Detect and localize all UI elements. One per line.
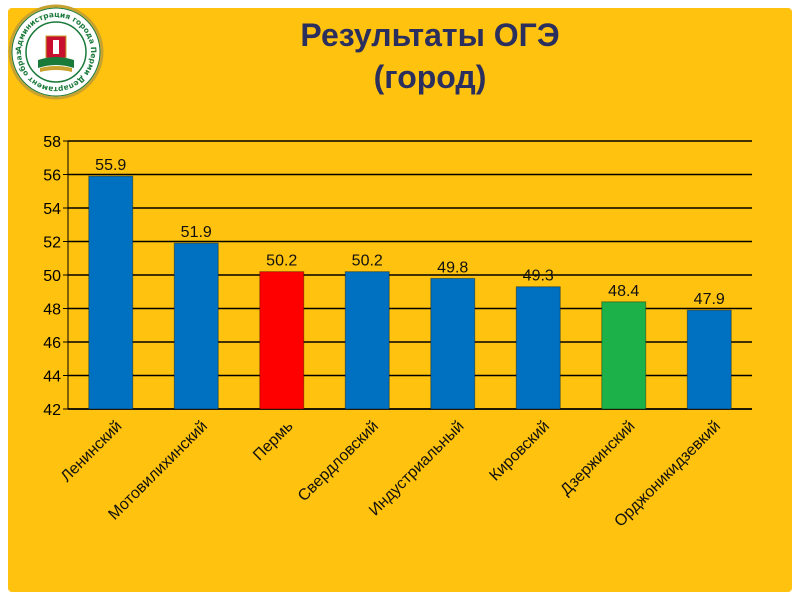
y-tick-label: 48 — [43, 302, 61, 319]
x-category-label: Кировский — [486, 418, 553, 485]
bar — [344, 271, 390, 410]
y-tick-label: 52 — [43, 235, 61, 252]
bar-value-label: 55.9 — [95, 157, 126, 174]
x-category-label: Ленинский — [58, 418, 126, 486]
y-tick-label: 58 — [43, 134, 61, 151]
bar — [430, 277, 476, 410]
bar-value-label: 49.3 — [523, 268, 554, 285]
slide-panel — [8, 8, 792, 592]
bar-value-label: 50.2 — [266, 253, 297, 270]
x-category-label: Пермь — [250, 418, 296, 464]
bar — [173, 242, 219, 410]
bar — [88, 175, 134, 410]
x-category-label: Дзержинский — [557, 418, 638, 499]
y-tick-label: 54 — [43, 201, 61, 218]
y-tick-label: 44 — [43, 369, 61, 386]
bar-value-label: 49.8 — [437, 259, 468, 276]
bar-value-label: 51.9 — [181, 224, 212, 241]
y-tick-label: 56 — [43, 168, 61, 185]
slide-title: Результаты ОГЭ (город) — [240, 14, 620, 98]
y-tick-label: 50 — [43, 268, 61, 285]
bar-value-label: 50.2 — [352, 253, 383, 270]
x-category-label: Свердловский — [295, 418, 382, 505]
x-category-label: Индустриальный — [366, 418, 467, 519]
bar-value-label: 47.9 — [694, 291, 725, 308]
bar — [259, 271, 305, 410]
bar-value-label: 48.4 — [608, 283, 639, 300]
title-line-2: (город) — [373, 59, 487, 95]
bar — [515, 286, 561, 410]
title-line-1: Результаты ОГЭ — [300, 17, 560, 53]
y-tick-label: 42 — [43, 402, 61, 419]
bar — [686, 309, 732, 410]
city-emblem-logo: Администрация города Перми Департамент о… — [6, 2, 104, 100]
y-tick-label: 46 — [43, 335, 61, 352]
bar — [601, 301, 647, 410]
